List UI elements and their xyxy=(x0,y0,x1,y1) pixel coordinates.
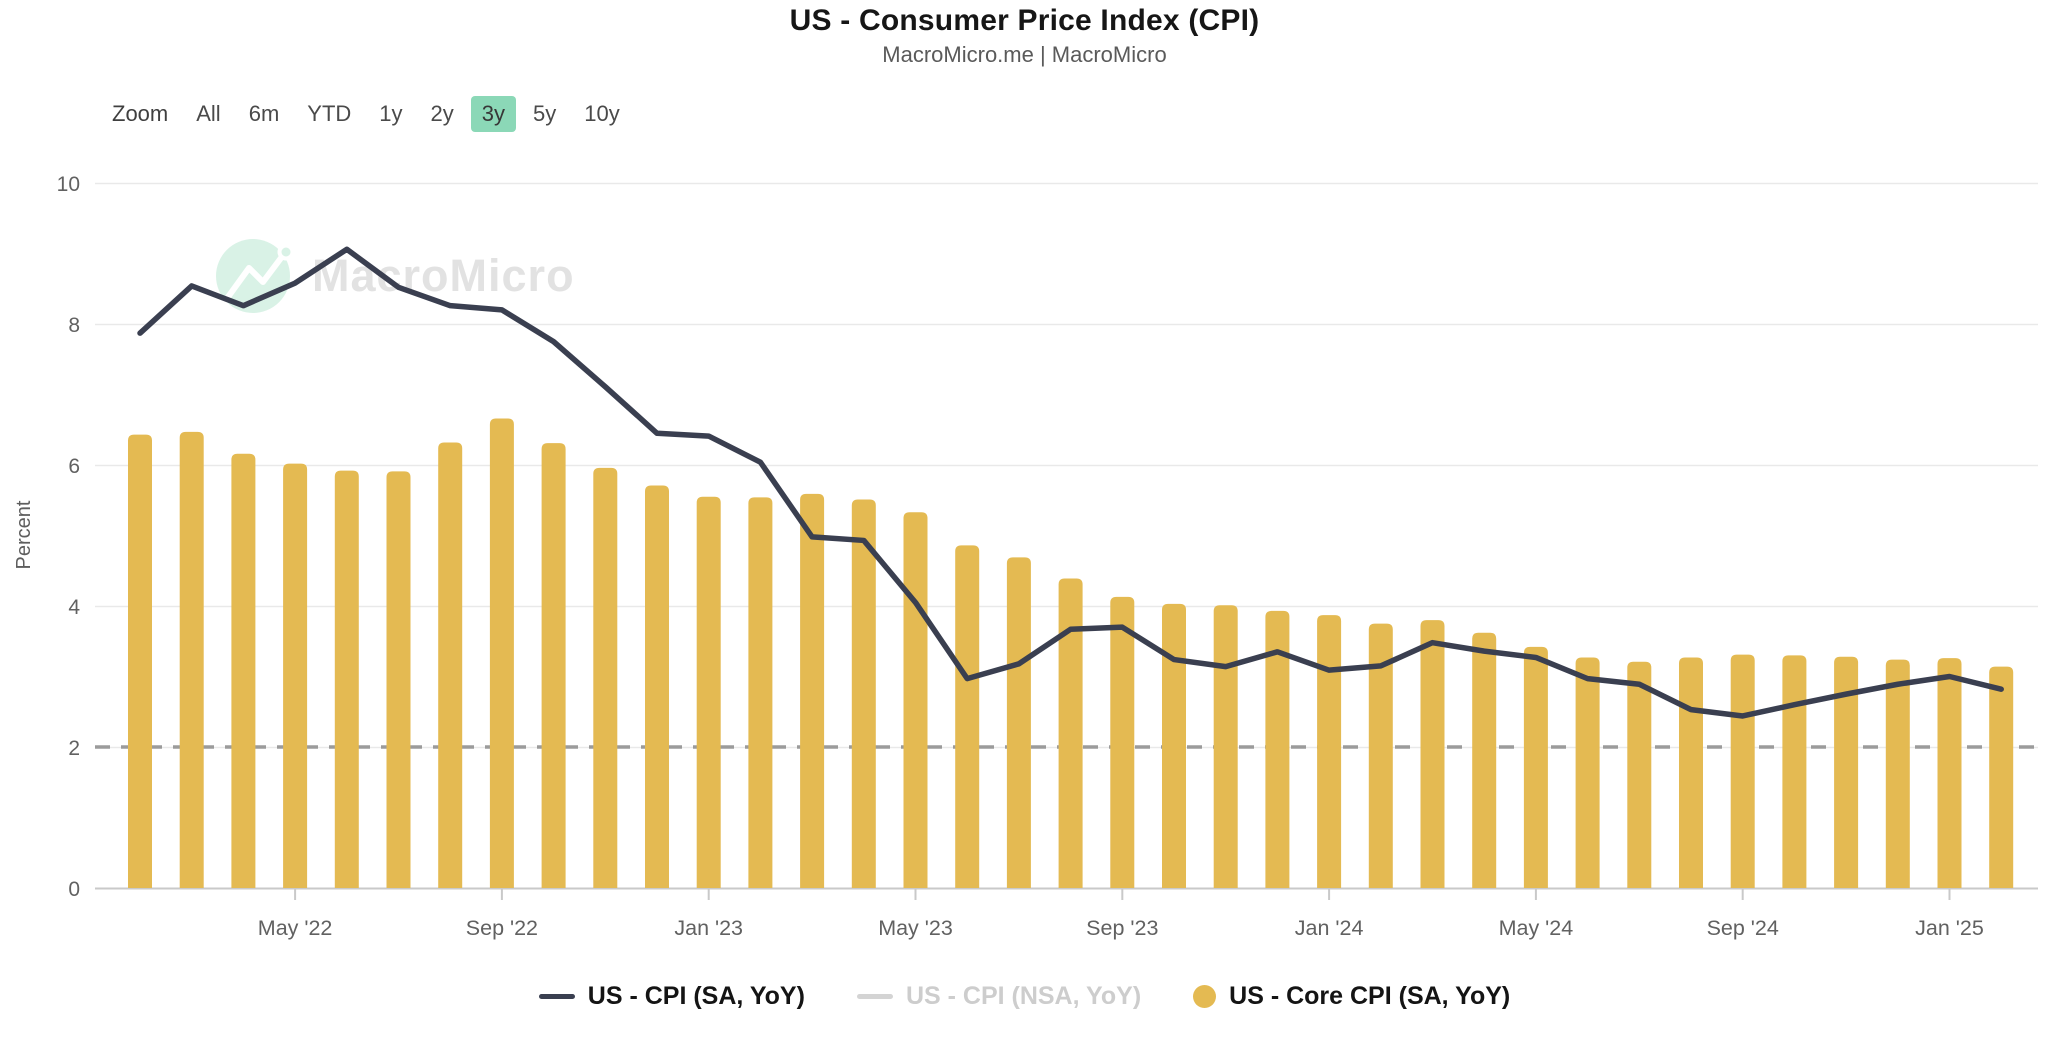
core-cpi-bar[interactable] xyxy=(128,434,152,888)
core-cpi-bar[interactable] xyxy=(283,463,308,888)
core-cpi-bar[interactable] xyxy=(1420,620,1445,888)
x-axis-label: Jan '24 xyxy=(1295,916,1364,940)
macromicro-watermark: MacroMicro xyxy=(216,239,575,313)
page-subtitle: MacroMicro.me | MacroMicro xyxy=(882,42,1167,67)
y-axis-label-0: 0 xyxy=(68,878,80,901)
core-cpi-bar[interactable] xyxy=(955,545,980,888)
range-selector: Zoom All 6m YTD 1y 2y 3y 5y 10y xyxy=(112,96,634,132)
core-cpi-bar[interactable] xyxy=(851,499,876,888)
core-cpi-bar[interactable] xyxy=(903,512,928,888)
core-cpi-bar[interactable] xyxy=(1782,655,1807,888)
core-cpi-bar[interactable] xyxy=(696,496,721,888)
core-cpi-bar[interactable] xyxy=(1058,578,1083,888)
y-axis-label-4: 4 xyxy=(68,596,80,619)
legend: US - CPI (SA, YoY) US - CPI (NSA, YoY) US … xyxy=(0,982,2049,1011)
core-cpi-bar[interactable] xyxy=(438,442,463,888)
range-button-5y[interactable]: 5y xyxy=(522,96,567,132)
core-cpi-bar[interactable] xyxy=(1317,615,1342,888)
watermark-text: MacroMicro xyxy=(312,250,575,301)
y-axis-label-8: 8 xyxy=(68,314,80,337)
legend-circle-marker xyxy=(1193,985,1217,1008)
x-axis-label: Sep '22 xyxy=(466,916,538,940)
core-cpi-bar[interactable] xyxy=(541,443,566,888)
y-axis-label-2: 2 xyxy=(68,737,80,760)
range-button-3y[interactable]: 3y xyxy=(470,96,517,132)
core-cpi-bar[interactable] xyxy=(1679,657,1703,888)
core-cpi-bar[interactable] xyxy=(1937,658,1962,888)
core-cpi-bar[interactable] xyxy=(1523,646,1548,888)
legend-item-1[interactable]: US - CPI (NSA, YoY) xyxy=(856,982,1142,1011)
x-axis-label: Sep '24 xyxy=(1707,916,1779,940)
core-cpi-bar[interactable] xyxy=(1730,654,1755,888)
legend-item-2[interactable]: US - Core CPI (SA, YoY) xyxy=(1193,982,1510,1011)
legend-item-label: US - Core CPI (SA, YoY) xyxy=(1229,982,1511,1010)
page-title: US - Consumer Price Index (CPI) xyxy=(789,4,1260,37)
core-cpi-bar[interactable] xyxy=(1368,623,1393,888)
core-cpi-bar[interactable] xyxy=(1213,605,1238,888)
core-cpi-bar-series[interactable] xyxy=(128,418,2014,888)
core-cpi-bar[interactable] xyxy=(1472,632,1497,888)
range-button-2y[interactable]: 2y xyxy=(420,96,465,132)
core-cpi-bar[interactable] xyxy=(334,470,359,888)
watermark-logo-zigzag xyxy=(225,251,287,300)
legend-item-label: US - CPI (SA, YoY) xyxy=(587,982,805,1010)
core-cpi-bar[interactable] xyxy=(748,497,773,888)
legend-dash-marker xyxy=(856,994,893,999)
core-cpi-bar[interactable] xyxy=(1110,596,1135,888)
core-cpi-bar[interactable] xyxy=(386,471,411,888)
legend-item-label: US - CPI (NSA, YoY) xyxy=(905,982,1142,1010)
core-cpi-bar[interactable] xyxy=(1006,557,1031,888)
legend-dash-marker xyxy=(538,994,575,999)
core-cpi-bar[interactable] xyxy=(1885,659,1910,888)
range-button-ytd[interactable]: YTD xyxy=(296,96,362,132)
y-axis-label-10: 10 xyxy=(57,173,80,196)
core-cpi-bar[interactable] xyxy=(593,467,618,888)
core-cpi-bar[interactable] xyxy=(179,431,204,888)
range-button-1y[interactable]: 1y xyxy=(368,96,413,132)
range-selector-zoom-label: Zoom xyxy=(112,101,169,126)
legend-item-0[interactable]: US - CPI (SA, YoY) xyxy=(538,982,805,1011)
core-cpi-bar[interactable] xyxy=(1575,657,1600,888)
x-axis-label: Jan '25 xyxy=(1915,916,1984,940)
x-axis-label: Jan '23 xyxy=(674,916,743,940)
x-axis-label: May '24 xyxy=(1499,916,1574,940)
x-axis-label: May '23 xyxy=(878,916,953,940)
core-cpi-bar[interactable] xyxy=(800,493,825,888)
x-axis-labels: May '22 Sep '22 Jan '23 May '23 Sep '23 Jan '… xyxy=(258,889,1984,940)
range-button-6m[interactable]: 6m xyxy=(238,96,291,132)
core-cpi-bar[interactable] xyxy=(1265,610,1290,888)
core-cpi-bar[interactable] xyxy=(1989,666,2014,888)
y-axis-label-6: 6 xyxy=(68,455,80,478)
core-cpi-bar[interactable] xyxy=(645,485,669,888)
core-cpi-bar[interactable] xyxy=(1627,661,1652,888)
core-cpi-bar[interactable] xyxy=(231,453,256,888)
x-axis-label: May '22 xyxy=(258,916,333,940)
y-axis-labels: 0 2 4 6 8 10 xyxy=(57,173,81,901)
range-button-10y[interactable]: 10y xyxy=(573,96,630,132)
core-cpi-bar[interactable] xyxy=(1162,603,1186,888)
y-axis-title: Percent xyxy=(13,500,35,569)
x-axis-label: Sep '23 xyxy=(1086,916,1158,940)
watermark-logo-dot xyxy=(277,243,295,261)
core-cpi-bar[interactable] xyxy=(1834,656,1859,888)
cpi-sa-line-series[interactable] xyxy=(137,246,2004,719)
core-cpi-bar[interactable] xyxy=(489,418,514,888)
range-button-all[interactable]: All xyxy=(185,96,231,132)
